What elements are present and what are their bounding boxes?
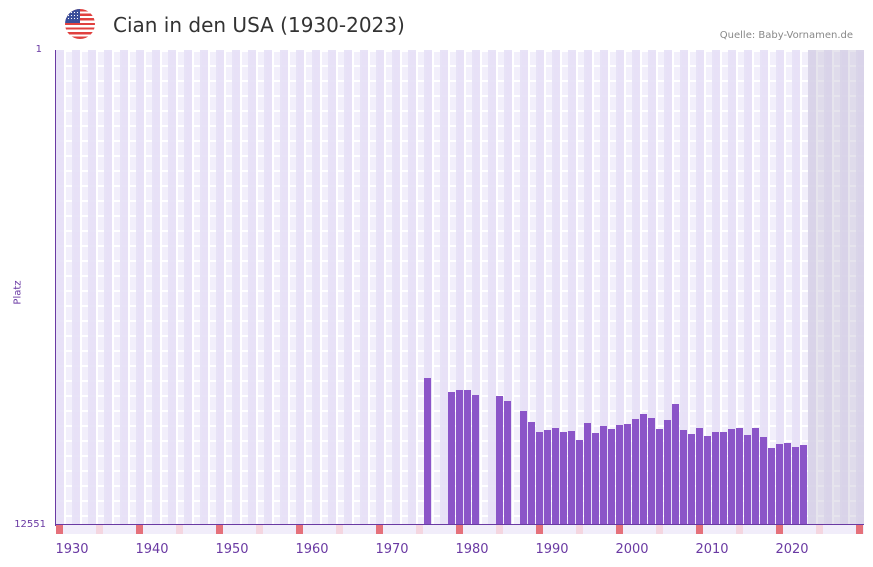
x-tick-1980: 1980	[455, 542, 489, 557]
bar-2007[interactable]	[688, 434, 695, 525]
x-tick-1930: 1930	[55, 542, 89, 557]
decade-marker	[216, 525, 223, 534]
bar-1995[interactable]	[592, 433, 599, 525]
y-tick-bottom: 12551	[14, 519, 46, 530]
bar-2010[interactable]	[712, 432, 719, 525]
decade-marker	[296, 525, 303, 534]
decade-marker	[696, 525, 703, 534]
bar-2008[interactable]	[696, 428, 703, 525]
half-decade-marker	[736, 525, 743, 534]
bar-2013[interactable]	[736, 428, 743, 525]
half-decade-marker	[336, 525, 343, 534]
decade-marker	[456, 525, 463, 534]
bar-2001[interactable]	[640, 414, 647, 525]
decade-marker	[136, 525, 143, 534]
bar-2018[interactable]	[776, 443, 783, 525]
y-axis-line	[55, 50, 56, 526]
decade-marker	[856, 525, 863, 534]
bar-1978[interactable]	[456, 390, 463, 525]
bar-2020[interactable]	[792, 447, 799, 525]
half-decade-marker	[256, 525, 263, 534]
x-tick-1950: 1950	[215, 542, 249, 557]
half-decade-marker	[656, 525, 663, 534]
half-decade-marker	[416, 525, 423, 534]
bar-2017[interactable]	[768, 448, 775, 525]
x-tick-2020: 2020	[775, 542, 809, 557]
bar-2005[interactable]	[672, 404, 679, 525]
year-markers	[56, 525, 864, 534]
bar-1991[interactable]	[560, 432, 567, 525]
bar-1990[interactable]	[552, 428, 559, 525]
decade-marker	[376, 525, 383, 534]
bar-1993[interactable]	[576, 440, 583, 525]
x-axis-line	[55, 524, 864, 525]
bar-1983[interactable]	[496, 396, 503, 525]
bar-1984[interactable]	[504, 401, 511, 525]
x-tick-1990: 1990	[535, 542, 569, 557]
decade-marker	[776, 525, 783, 534]
us-flag-icon	[65, 9, 95, 39]
bar-1980[interactable]	[472, 395, 479, 525]
x-tick-1960: 1960	[295, 542, 329, 557]
bar-1996[interactable]	[600, 426, 607, 525]
bar-1992[interactable]	[568, 431, 575, 525]
source-label: Quelle: Baby-Vornamen.de	[719, 30, 853, 41]
bar-2012[interactable]	[728, 429, 735, 525]
bar-1974[interactable]	[424, 378, 431, 525]
bar-1979[interactable]	[464, 390, 471, 525]
half-decade-marker	[96, 525, 103, 534]
bar-1986[interactable]	[520, 411, 527, 525]
decade-marker	[536, 525, 543, 534]
y-tick-top: 1	[35, 44, 42, 55]
decade-marker	[56, 525, 63, 534]
x-tick-1970: 1970	[375, 542, 409, 557]
bar-2000[interactable]	[632, 419, 639, 525]
bar-2006[interactable]	[680, 429, 687, 525]
half-decade-marker	[176, 525, 183, 534]
bar-2015[interactable]	[752, 428, 759, 525]
chart-title: Cian in den USA (1930-2023)	[113, 13, 405, 37]
half-decade-marker	[576, 525, 583, 534]
bar-2014[interactable]	[744, 434, 751, 525]
bar-2011[interactable]	[720, 432, 727, 525]
bar-2021[interactable]	[800, 445, 807, 525]
bar-2002[interactable]	[648, 418, 655, 525]
bar-2004[interactable]	[664, 420, 671, 525]
bar-1988[interactable]	[536, 432, 543, 525]
grid	[56, 50, 864, 525]
half-decade-marker	[496, 525, 503, 534]
bar-1999[interactable]	[624, 423, 631, 525]
bar-1998[interactable]	[616, 425, 623, 525]
x-tick-1940: 1940	[135, 542, 169, 557]
y-axis-label: Platz	[12, 280, 24, 305]
bar-1997[interactable]	[608, 429, 615, 525]
bar-1989[interactable]	[544, 429, 551, 525]
decade-marker	[616, 525, 623, 534]
x-tick-2010: 2010	[695, 542, 729, 557]
bar-2019[interactable]	[784, 443, 791, 525]
future-shaded-region	[808, 50, 864, 525]
x-tick-2000: 2000	[615, 542, 649, 557]
plot-area	[56, 50, 864, 525]
bar-2003[interactable]	[656, 429, 663, 525]
bar-1994[interactable]	[584, 423, 591, 525]
bar-2009[interactable]	[704, 436, 711, 525]
bar-1987[interactable]	[528, 422, 535, 525]
half-decade-marker	[816, 525, 823, 534]
bar-1977[interactable]	[448, 392, 455, 525]
bar-2016[interactable]	[760, 437, 767, 525]
